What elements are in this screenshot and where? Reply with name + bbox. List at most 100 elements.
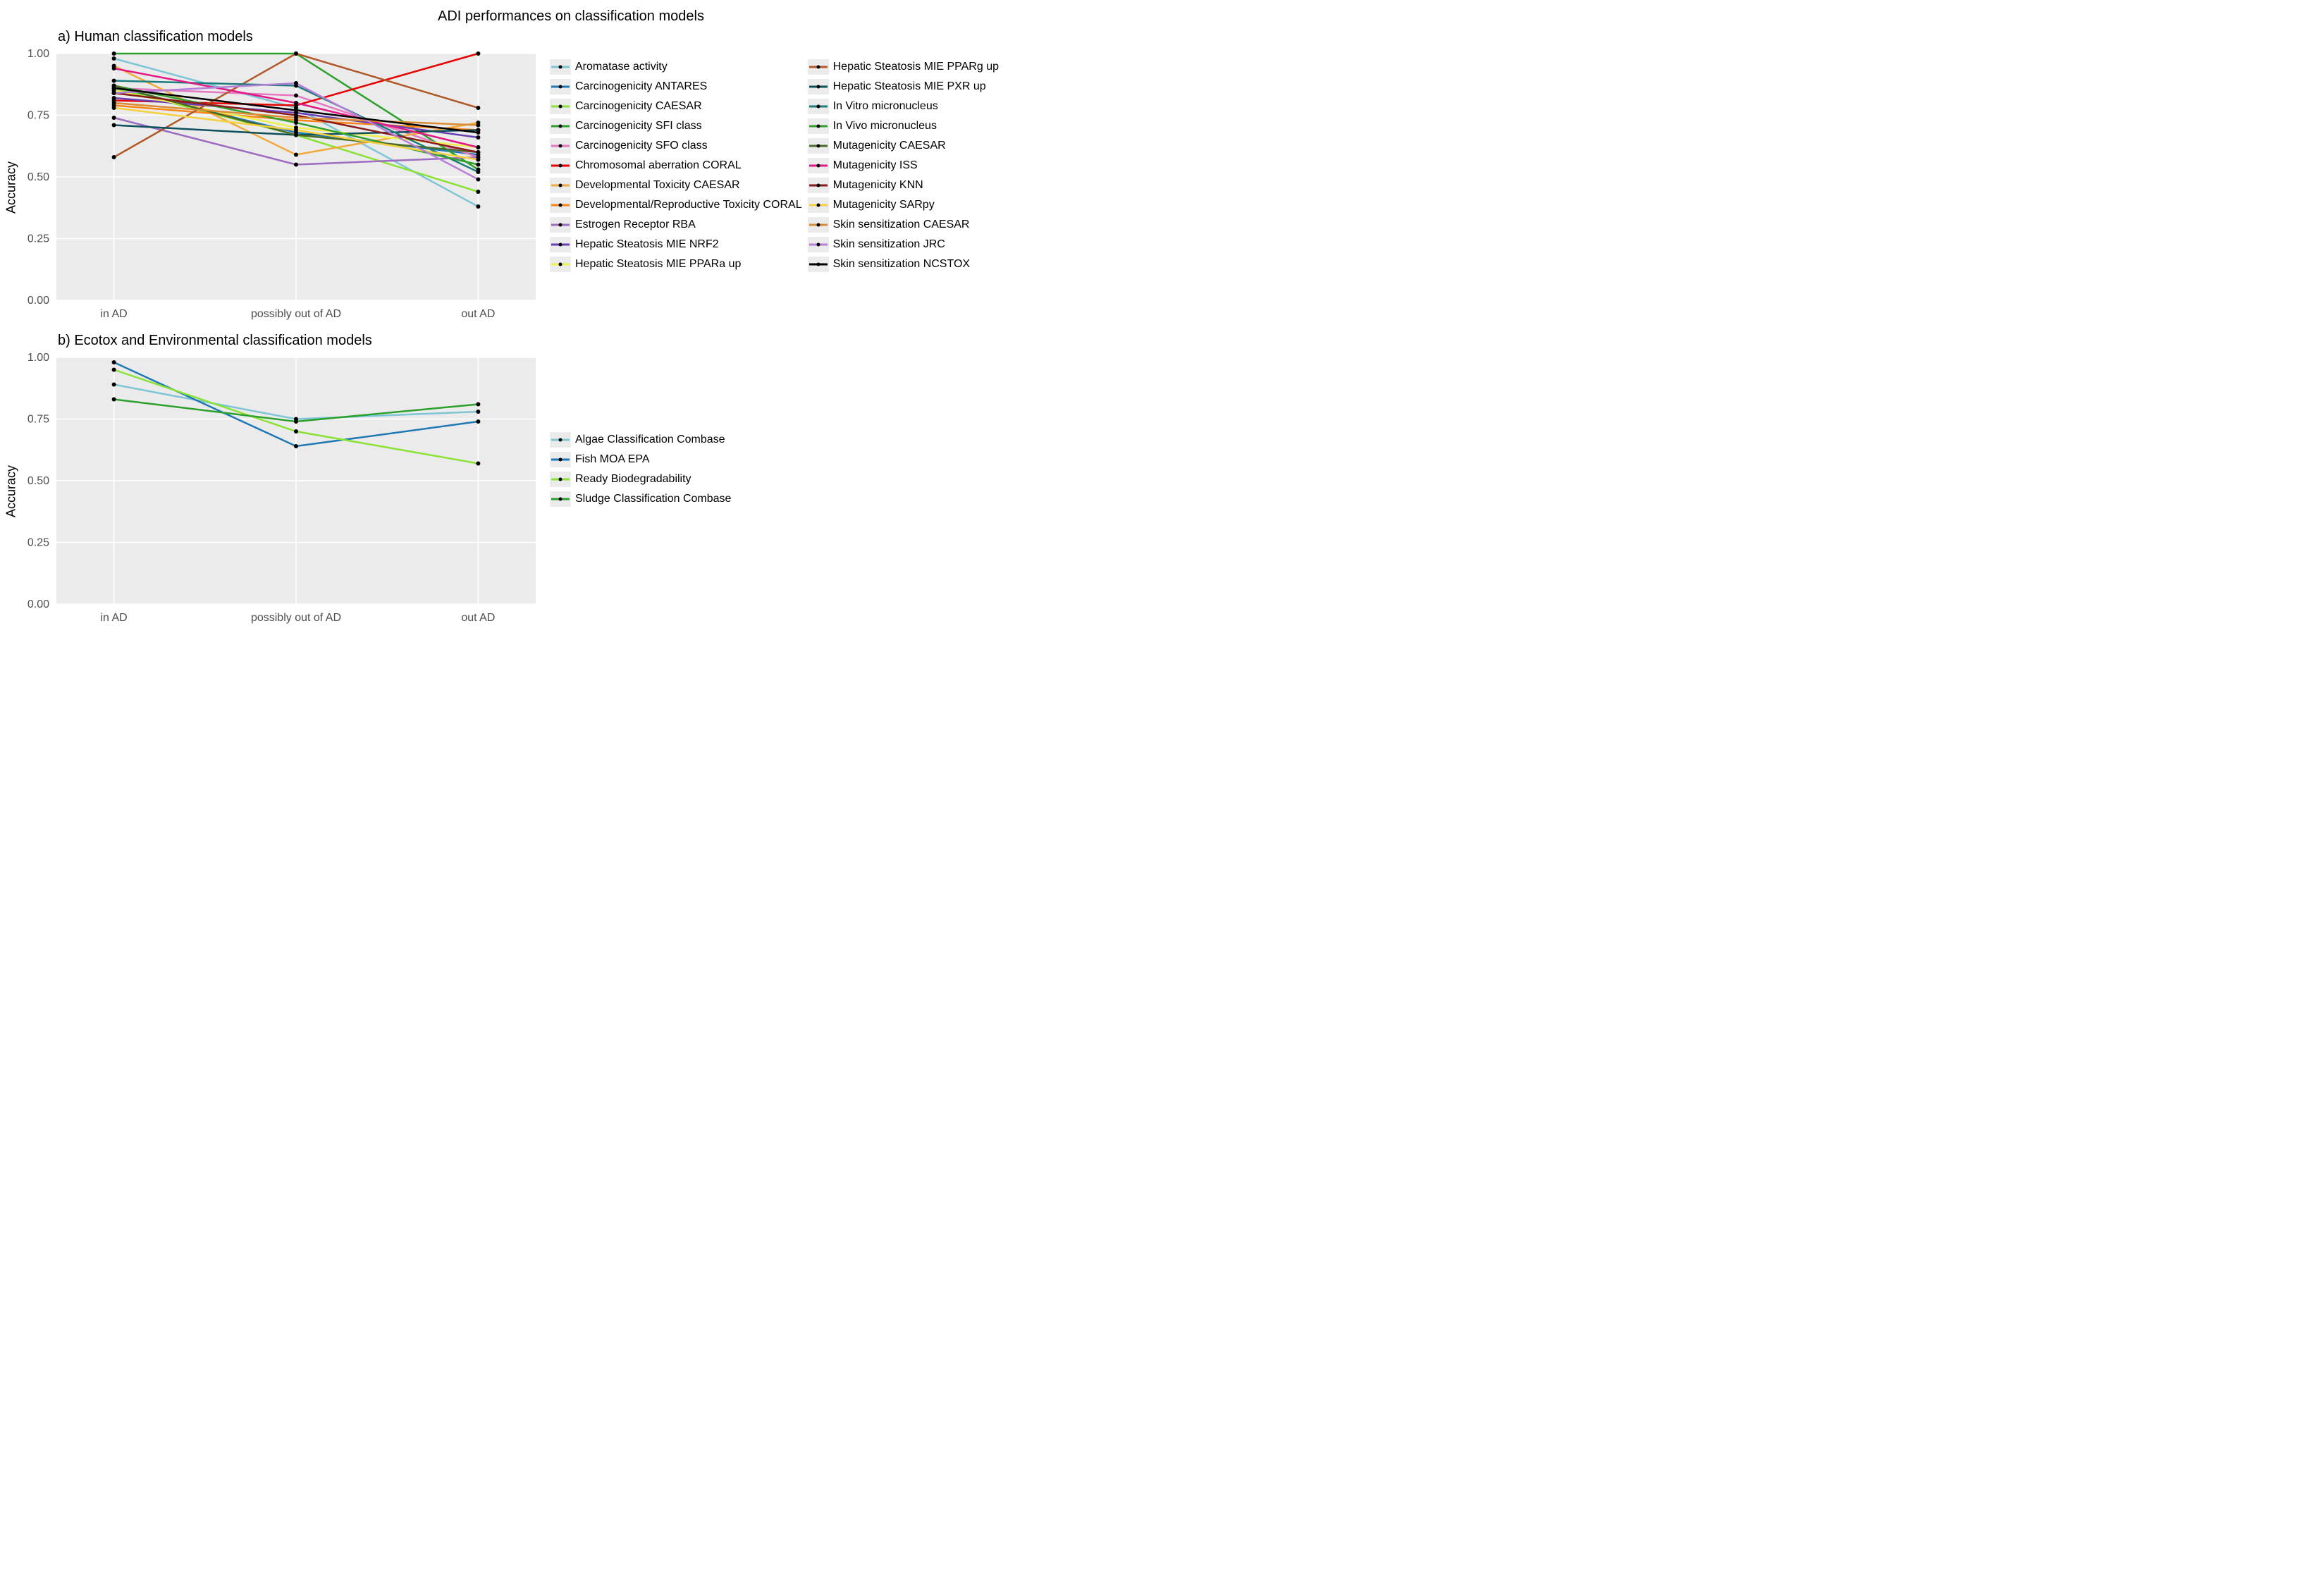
legend-label: Algae Classification Combase — [575, 434, 725, 446]
legend-item: Developmental Toxicity CAESAR — [550, 176, 802, 195]
legend-label: Mutagenicity ISS — [833, 159, 918, 172]
svg-text:possibly out of AD: possibly out of AD — [251, 308, 341, 320]
legend-item: Fish MOA EPA — [550, 450, 731, 469]
legend-label: Aromatase activity — [575, 61, 668, 73]
panel-b-svg: 0.00 0.25 0.50 0.75 1.00 in AD possibly out of… — [7, 350, 543, 632]
legend-item: Mutagenicity SARpy — [808, 195, 999, 215]
legend-item: Carcinogenicity ANTARES — [550, 77, 802, 97]
panel-a-ylabel: Accuracy — [4, 161, 19, 214]
legend-key-icon — [808, 118, 829, 134]
svg-text:0.25: 0.25 — [27, 233, 49, 245]
legend-key-icon — [550, 237, 571, 252]
legend-key-icon — [550, 217, 571, 233]
legend-label: Estrogen Receptor RBA — [575, 219, 696, 231]
legend-label: Fish MOA EPA — [575, 453, 650, 466]
legend-column: Algae Classification Combase Fish MOA EPA… — [550, 430, 731, 509]
legend-key-icon — [808, 138, 829, 154]
legend-label: Hepatic Steatosis MIE NRF2 — [575, 238, 719, 251]
legend-label: Carcinogenicity SFO class — [575, 140, 708, 152]
legend-label: Carcinogenicity CAESAR — [575, 100, 702, 113]
legend-item: Skin sensitization JRC — [808, 235, 999, 254]
legend-key-icon — [808, 217, 829, 233]
svg-text:0.50: 0.50 — [27, 171, 49, 183]
svg-text:possibly out of AD: possibly out of AD — [251, 612, 341, 624]
legend-item: Carcinogenicity CAESAR — [550, 97, 802, 116]
svg-text:0.75: 0.75 — [27, 110, 49, 122]
legend-label: Mutagenicity KNN — [833, 179, 923, 192]
panel-b-block: b) Ecotox and Environmental classificati… — [7, 328, 543, 632]
legend-key-icon — [550, 178, 571, 193]
legend-item: Skin sensitization CAESAR — [808, 215, 999, 235]
svg-text:out AD: out AD — [461, 612, 495, 624]
figure: ADI performances on classification model… — [0, 0, 1100, 653]
legend-item: Developmental/Reproductive Toxicity CORA… — [550, 195, 802, 215]
legend-item: Mutagenicity ISS — [808, 156, 999, 176]
svg-text:in AD: in AD — [100, 612, 127, 624]
svg-text:0.50: 0.50 — [27, 475, 49, 487]
legend-label: Hepatic Steatosis MIE PXR up — [833, 80, 986, 93]
svg-text:0.00: 0.00 — [27, 598, 49, 610]
legend-key-icon — [550, 118, 571, 134]
legend-key-icon — [808, 158, 829, 173]
legend-key-icon — [808, 178, 829, 193]
svg-text:0.75: 0.75 — [27, 414, 49, 426]
legend-item: Mutagenicity CAESAR — [808, 136, 999, 156]
legend-key-icon — [550, 158, 571, 173]
legend-item: Ready Biodegradability — [550, 469, 731, 489]
panel-a-row: a) Human classification models Accuracy … — [7, 25, 1093, 328]
legend-key-icon — [550, 432, 571, 448]
legend-key-icon — [808, 197, 829, 213]
panel-a-block: a) Human classification models Accuracy … — [7, 25, 543, 328]
legend-column: Hepatic Steatosis MIE PPARg up Hepatic St… — [808, 57, 999, 274]
legend-key-icon — [808, 59, 829, 75]
legend-label: Hepatic Steatosis MIE PPARg up — [833, 61, 999, 73]
legend-label: Mutagenicity CAESAR — [833, 140, 946, 152]
legend-label: In Vitro micronucleus — [833, 100, 938, 113]
panel-a-svg: 0.000.250.500.751.00in ADpossibly out of… — [7, 47, 543, 328]
panel-a-title: a) Human classification models — [58, 29, 543, 45]
legend-item: Hepatic Steatosis MIE NRF2 — [550, 235, 802, 254]
legend-item: Mutagenicity KNN — [808, 176, 999, 195]
panel-b-ylabel: Accuracy — [4, 465, 19, 517]
legend-label: In Vivo micronucleus — [833, 120, 937, 133]
legend-label: Skin sensitization JRC — [833, 238, 945, 251]
legend-item: In Vivo micronucleus — [808, 116, 999, 136]
legend-item: Chromosomal aberration CORAL — [550, 156, 802, 176]
panel-a-plot-wrap: Accuracy 0.000.250.500.751.00in ADpossib… — [7, 47, 543, 328]
legend-label: Carcinogenicity SFI class — [575, 120, 702, 133]
legend-key-icon — [550, 138, 571, 154]
legend-label: Carcinogenicity ANTARES — [575, 80, 707, 93]
panel-b-legend: Algae Classification Combase Fish MOA EPA… — [543, 328, 731, 610]
legend-key-icon — [808, 79, 829, 94]
legend-item: Sludge Classification Combase — [550, 489, 731, 509]
legend-label: Hepatic Steatosis MIE PPARa up — [575, 258, 741, 271]
svg-text:0.25: 0.25 — [27, 537, 49, 549]
legend-item: Aromatase activity — [550, 57, 802, 77]
panel-b-plot-wrap: Accuracy 0.00 0.25 0.50 0.75 1.00 in AD possib… — [7, 350, 543, 632]
panel-b-title: b) Ecotox and Environmental classificati… — [58, 333, 543, 349]
svg-text:1.00: 1.00 — [27, 48, 49, 60]
panel-a-legend: Aromatase activity Carcinogenicity ANTARE… — [543, 25, 999, 307]
legend-item: Estrogen Receptor RBA — [550, 215, 802, 235]
legend-label: Skin sensitization CAESAR — [833, 219, 970, 231]
legend-item: Algae Classification Combase — [550, 430, 731, 450]
legend-key-icon — [550, 452, 571, 467]
svg-text:0.00: 0.00 — [27, 295, 49, 307]
legend-key-icon — [550, 197, 571, 213]
legend-key-icon — [550, 491, 571, 507]
legend-label: Sludge Classification Combase — [575, 493, 731, 505]
legend-key-icon — [550, 99, 571, 114]
legend-key-icon — [550, 257, 571, 272]
legend-key-icon — [550, 79, 571, 94]
legend-label: Mutagenicity SARpy — [833, 199, 935, 211]
legend-label: Developmental Toxicity CAESAR — [575, 179, 740, 192]
legend-item: Hepatic Steatosis MIE PPARg up — [808, 57, 999, 77]
legend-label: Ready Biodegradability — [575, 473, 691, 486]
legend-item: In Vitro micronucleus — [808, 97, 999, 116]
svg-text:1.00: 1.00 — [27, 352, 49, 364]
main-title: ADI performances on classification model… — [7, 8, 1093, 25]
panel-b-row: b) Ecotox and Environmental classificati… — [7, 328, 1093, 632]
legend-label: Skin sensitization NCSTOX — [833, 258, 970, 271]
svg-text:out AD: out AD — [461, 308, 495, 320]
legend-item: Hepatic Steatosis MIE PXR up — [808, 77, 999, 97]
